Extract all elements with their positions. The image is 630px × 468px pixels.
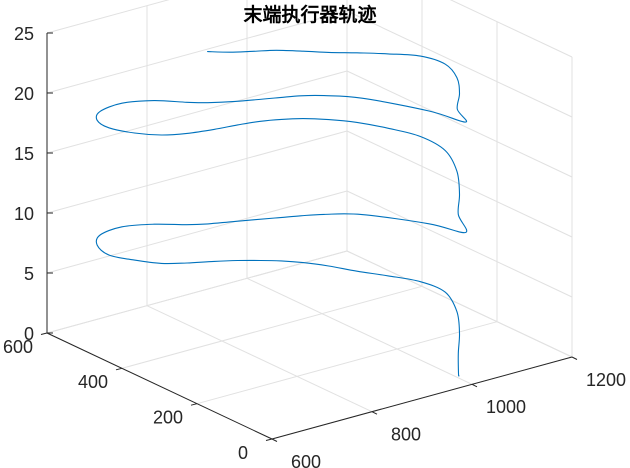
x-tick-label: 1200 <box>586 370 626 390</box>
axis-layer <box>40 32 578 442</box>
series-layer <box>95 49 468 377</box>
floor-gridline-y <box>121 285 423 369</box>
x-tick-mark <box>471 383 478 388</box>
grid-layer <box>46 0 573 440</box>
y-tick-mark <box>265 438 273 441</box>
x-tick-label: 600 <box>291 452 321 468</box>
floor-gridline-y <box>196 321 498 405</box>
x-tick-mark <box>571 356 578 360</box>
x-axis-line <box>271 356 573 440</box>
x-tick-label: 800 <box>391 424 421 444</box>
z-tick-label: 25 <box>14 24 34 44</box>
back-wall-gridline-z <box>46 130 348 214</box>
side-wall-gridline-z <box>346 70 573 178</box>
x-tick-mark <box>271 438 278 442</box>
back-wall-gridline-z <box>46 10 348 94</box>
side-wall-gridline-z <box>346 10 573 118</box>
y-tick-label: 600 <box>3 337 33 357</box>
y-tick-mark <box>190 403 198 406</box>
z-tick-label: 5 <box>24 264 34 284</box>
floor-gridline-x <box>146 305 373 413</box>
z-tick-label: 0 <box>24 324 34 344</box>
z-tick-label: 20 <box>14 84 34 104</box>
side-wall-gridline-z <box>449 0 573 58</box>
y-tick-mark <box>40 332 48 335</box>
y-tick-label: 0 <box>238 443 248 463</box>
y-axis-line <box>46 332 273 440</box>
back-wall-gridline-z <box>46 70 348 154</box>
back-wall-gridline-z <box>46 0 170 34</box>
z-tick-label: 15 <box>14 144 34 164</box>
chart-title: 末端执行器轨迹 <box>243 3 376 26</box>
y-tick-label: 400 <box>78 372 108 392</box>
back-wall-gridline-z <box>46 250 348 334</box>
z-tick-label: 10 <box>14 204 34 224</box>
floor-gridline-x <box>246 277 473 385</box>
x-tick-label: 1000 <box>486 397 526 417</box>
back-wall-gridline-z <box>46 190 348 274</box>
side-wall-gridline-z <box>346 190 573 298</box>
y-tick-label: 200 <box>153 407 183 427</box>
side-wall-gridline-z <box>346 250 573 358</box>
y-tick-mark <box>115 367 123 371</box>
x-tick-mark <box>371 411 378 415</box>
trajectory-line <box>95 49 468 377</box>
